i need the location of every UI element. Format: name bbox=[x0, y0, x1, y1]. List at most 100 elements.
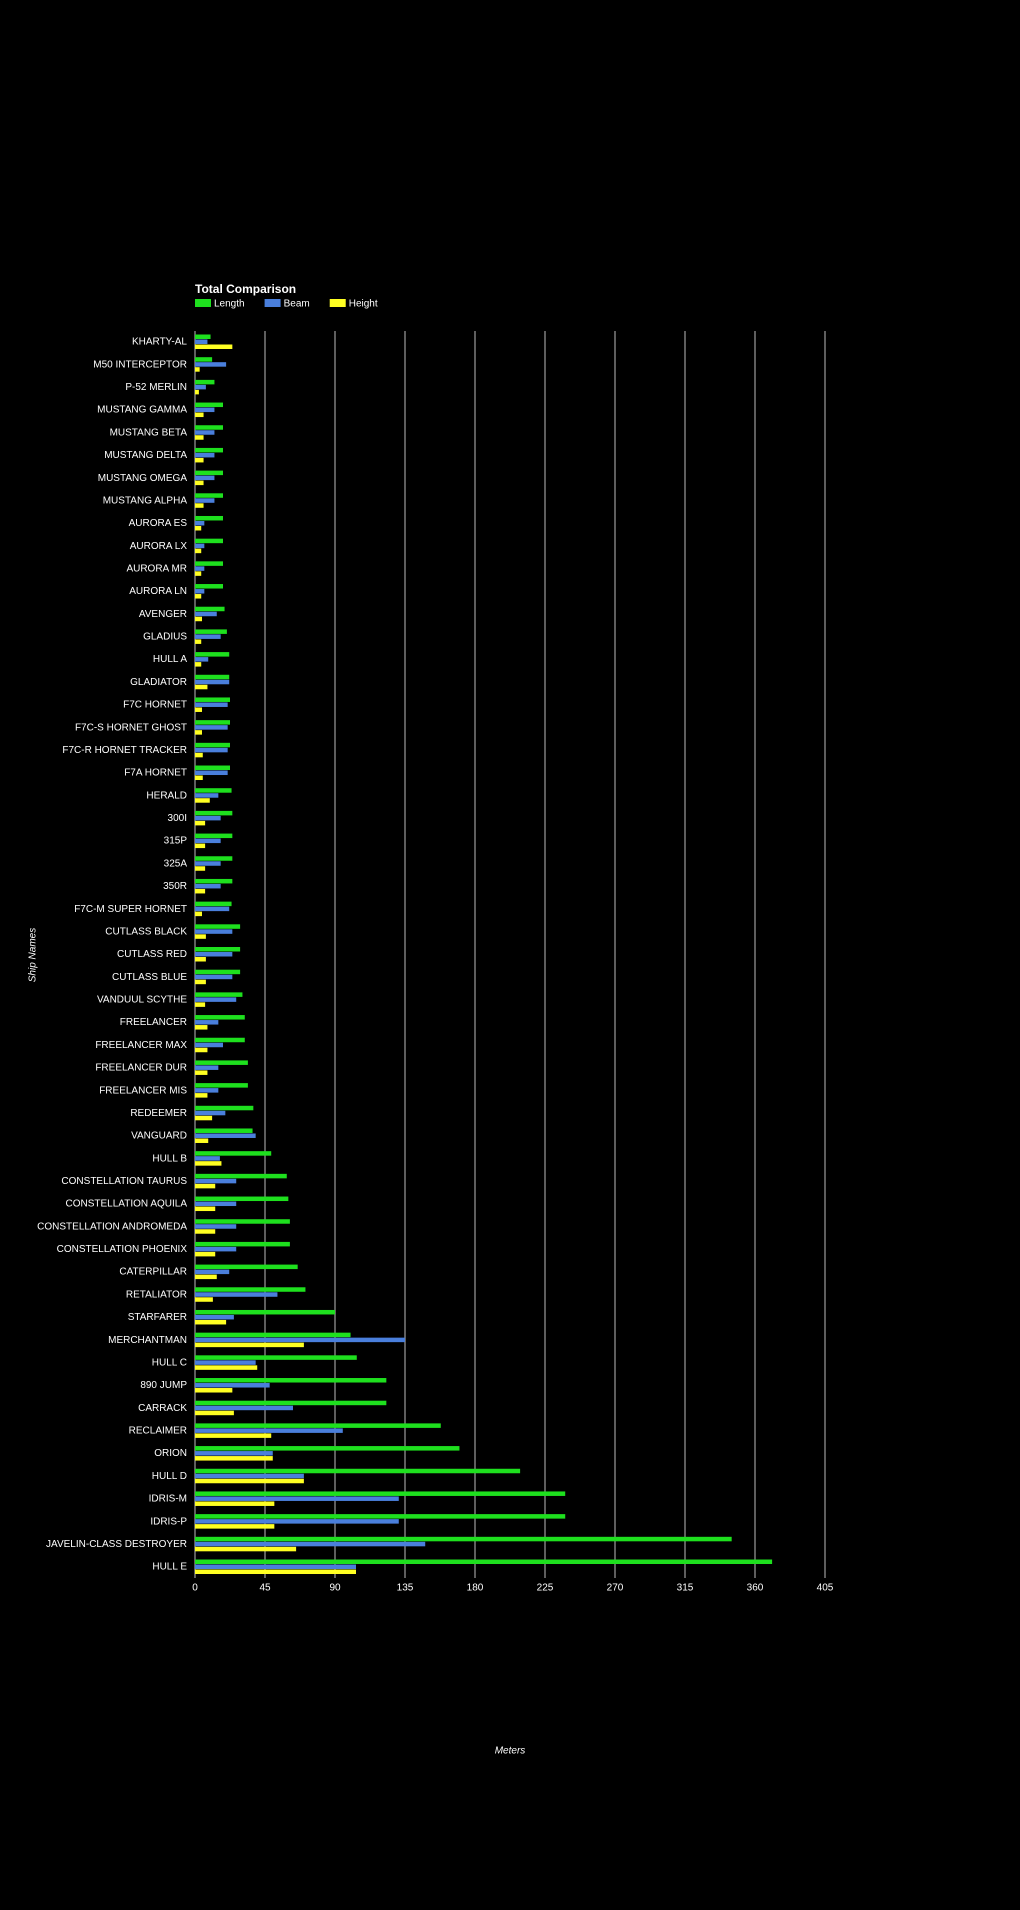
chart-title: Total Comparison bbox=[195, 282, 296, 296]
bar bbox=[195, 1297, 213, 1302]
x-tick-label: 360 bbox=[747, 1583, 764, 1594]
bar bbox=[195, 1287, 306, 1292]
bar bbox=[195, 674, 230, 680]
bar bbox=[195, 843, 206, 849]
bar bbox=[195, 697, 230, 702]
y-tick-label: GLADIATOR bbox=[130, 677, 187, 688]
bar bbox=[195, 571, 202, 576]
bar bbox=[195, 425, 223, 430]
bar bbox=[195, 1559, 773, 1564]
y-tick-label: CUTLASS BLUE bbox=[112, 972, 187, 983]
bar bbox=[195, 1468, 521, 1474]
y-tick-label: AVENGER bbox=[139, 609, 187, 620]
bar bbox=[195, 1105, 254, 1111]
bar bbox=[195, 1496, 399, 1501]
bar bbox=[195, 1433, 272, 1438]
bar bbox=[195, 334, 211, 339]
bar bbox=[195, 798, 210, 803]
bar bbox=[195, 788, 232, 793]
bar bbox=[195, 503, 204, 508]
x-tick-label: 405 bbox=[817, 1583, 834, 1594]
bar bbox=[195, 470, 223, 476]
bar bbox=[195, 1378, 387, 1383]
bar bbox=[195, 1161, 222, 1166]
bar bbox=[195, 457, 204, 463]
bar bbox=[195, 1093, 208, 1098]
bar bbox=[195, 634, 221, 639]
y-tick-label: HERALD bbox=[146, 790, 187, 801]
bar bbox=[195, 1405, 293, 1411]
bar bbox=[195, 1246, 237, 1252]
y-tick-label: FREELANCER bbox=[120, 1017, 187, 1028]
bar bbox=[195, 566, 205, 571]
bar bbox=[195, 639, 202, 644]
bar bbox=[195, 1229, 216, 1234]
y-tick-label: 300I bbox=[168, 813, 187, 824]
legend-swatch bbox=[329, 299, 346, 307]
bar bbox=[195, 402, 223, 408]
bar bbox=[195, 1451, 273, 1456]
bar bbox=[195, 1491, 566, 1496]
bar bbox=[195, 1241, 290, 1247]
bar bbox=[195, 1423, 441, 1428]
bar bbox=[195, 498, 215, 503]
bar bbox=[195, 747, 228, 753]
y-tick-label: RETALIATOR bbox=[126, 1289, 187, 1300]
legend-label: Height bbox=[349, 299, 378, 310]
bar bbox=[195, 1251, 216, 1257]
bar bbox=[195, 947, 241, 952]
bar bbox=[195, 1569, 356, 1574]
bar bbox=[195, 952, 233, 957]
bar bbox=[195, 1088, 219, 1093]
y-tick-label: F7C-S HORNET GHOST bbox=[75, 722, 187, 733]
bar bbox=[195, 606, 225, 612]
bar bbox=[195, 856, 233, 861]
y-tick-label: F7C-R HORNET TRACKER bbox=[62, 745, 187, 756]
bar bbox=[195, 1110, 226, 1116]
bar bbox=[195, 901, 232, 907]
bar bbox=[195, 1309, 335, 1315]
bar bbox=[195, 475, 215, 481]
bar bbox=[195, 1151, 272, 1156]
bar bbox=[195, 407, 215, 413]
y-tick-label: AURORA LN bbox=[129, 586, 187, 597]
bar bbox=[195, 611, 217, 617]
bar bbox=[195, 866, 206, 871]
bar bbox=[195, 1388, 233, 1393]
bar bbox=[195, 1383, 270, 1388]
bar bbox=[195, 493, 223, 498]
bar bbox=[195, 344, 233, 349]
y-tick-label: CUTLASS BLACK bbox=[105, 926, 187, 937]
y-tick-label: HULL E bbox=[152, 1562, 187, 1573]
y-tick-label: IDRIS-M bbox=[149, 1494, 187, 1505]
bar bbox=[195, 861, 221, 866]
legend-label: Length bbox=[214, 299, 245, 310]
bar bbox=[195, 1138, 209, 1143]
bar bbox=[195, 752, 203, 758]
bar bbox=[195, 997, 237, 1002]
bar bbox=[195, 1501, 275, 1506]
bar bbox=[195, 1025, 208, 1030]
y-tick-label: CONSTELLATION TAURUS bbox=[61, 1176, 187, 1187]
y-tick-label: HULL B bbox=[152, 1153, 187, 1164]
y-tick-label: AURORA ES bbox=[129, 518, 188, 529]
x-tick-label: 0 bbox=[192, 1583, 198, 1594]
bar bbox=[195, 480, 204, 486]
bar bbox=[195, 1156, 220, 1161]
bar bbox=[195, 929, 233, 934]
bar bbox=[195, 452, 215, 458]
y-tick-label: RECLAIMER bbox=[129, 1426, 187, 1437]
bar bbox=[195, 815, 221, 821]
bar bbox=[195, 1133, 256, 1138]
bar bbox=[195, 662, 202, 667]
bar bbox=[195, 1047, 208, 1053]
bar bbox=[195, 584, 223, 589]
y-tick-label: AURORA MR bbox=[126, 563, 187, 574]
y-tick-label: VANGUARD bbox=[131, 1131, 187, 1142]
bar bbox=[195, 742, 230, 748]
y-tick-label: HULL A bbox=[153, 654, 187, 665]
bar bbox=[195, 1070, 208, 1075]
y-tick-label: CARRACK bbox=[138, 1403, 187, 1414]
bar bbox=[195, 1115, 213, 1121]
y-tick-label: FREELANCER MIS bbox=[99, 1085, 187, 1096]
